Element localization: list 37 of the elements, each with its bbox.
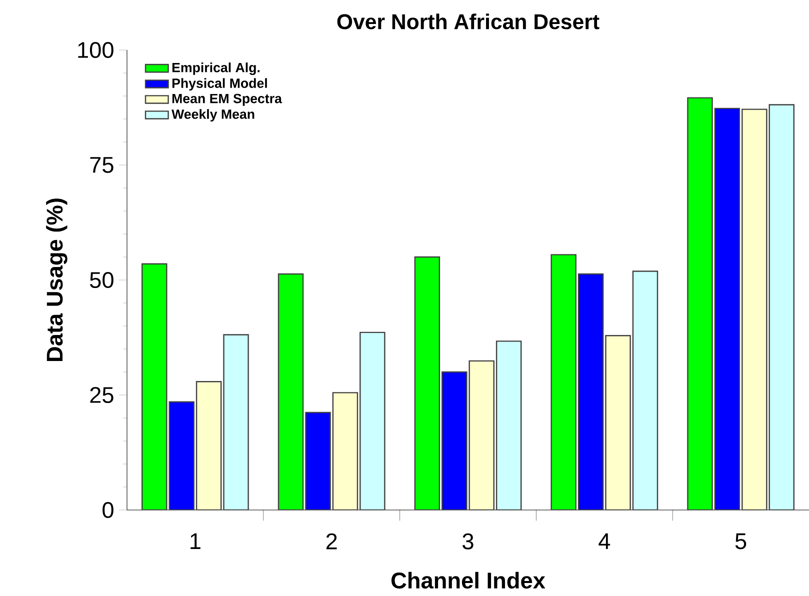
bar [414,256,440,510]
bar [142,263,168,510]
bar [332,392,358,510]
bar [305,412,331,510]
bar [278,273,304,510]
bar [632,270,658,510]
bar [442,371,468,510]
bar [714,108,740,510]
bar [687,97,713,510]
bar [550,254,576,510]
y-tick-label: 75 [90,157,114,173]
y-axis-title: Data Usage (%) [46,198,68,361]
x-tick-label: 3 [462,533,474,550]
bar [496,340,522,510]
x-tick-label: 4 [598,533,610,549]
bar [223,334,249,510]
chart-title: Over North African Desert [337,14,600,30]
y-tick-label: 0 [102,502,114,518]
bar [360,332,386,510]
legend-label: Physical Model [172,78,267,91]
bar [578,273,604,510]
y-tick-label: 50 [90,272,114,288]
bar [168,401,194,510]
x-tick-label: 2 [326,533,337,550]
legend-label: Empirical Alg. [172,62,260,75]
y-tick-label: 100 [78,42,114,58]
bar [605,335,631,510]
legend-label: Mean EM Spectra [172,94,282,106]
y-tick-label: 25 [90,386,114,404]
x-tick-label: 5 [735,533,746,550]
legend-label: Weekly Mean [172,109,254,122]
bar [768,104,794,510]
x-tick-label: 1 [190,533,200,549]
x-axis-title: Channel Index [391,572,546,589]
bar [196,381,222,510]
bar [468,360,494,510]
bar [742,108,768,510]
